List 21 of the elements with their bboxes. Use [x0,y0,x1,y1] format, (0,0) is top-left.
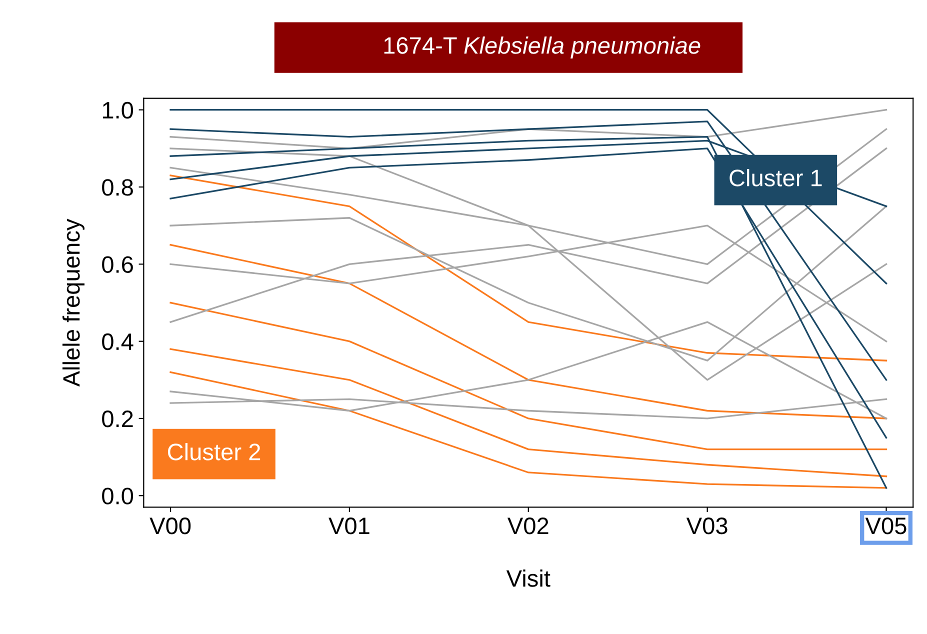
series-label: Cluster 1 [730,169,822,186]
x-tick-label: V02 [507,518,548,534]
x-tick-label: V01 [328,518,370,534]
line-series [170,136,888,489]
y-tick-label: 1.0 [102,102,134,119]
line-series [170,348,888,478]
line-series [170,371,888,489]
chart-title: 1674-T Klebsiella pneumoniae [384,36,700,59]
y-tick-label: 0.4 [102,333,134,350]
y-tick-label: 0.6 [102,256,133,273]
line-series [170,109,888,150]
text: Cluster 2 [168,443,260,460]
x-tick-label: V03 [686,518,728,534]
y-tick-label: 0.0 [102,488,134,504]
line-series [170,244,888,420]
y-axis-title: Allele frequency [62,218,84,387]
y-tick-label: 0.2 [102,410,133,428]
x-tick-label: V00 [150,518,191,534]
x-tick-label: V05 [865,518,906,534]
x-axis-title: Visit [506,569,550,587]
y-tick-label: 0.8 [102,179,133,196]
